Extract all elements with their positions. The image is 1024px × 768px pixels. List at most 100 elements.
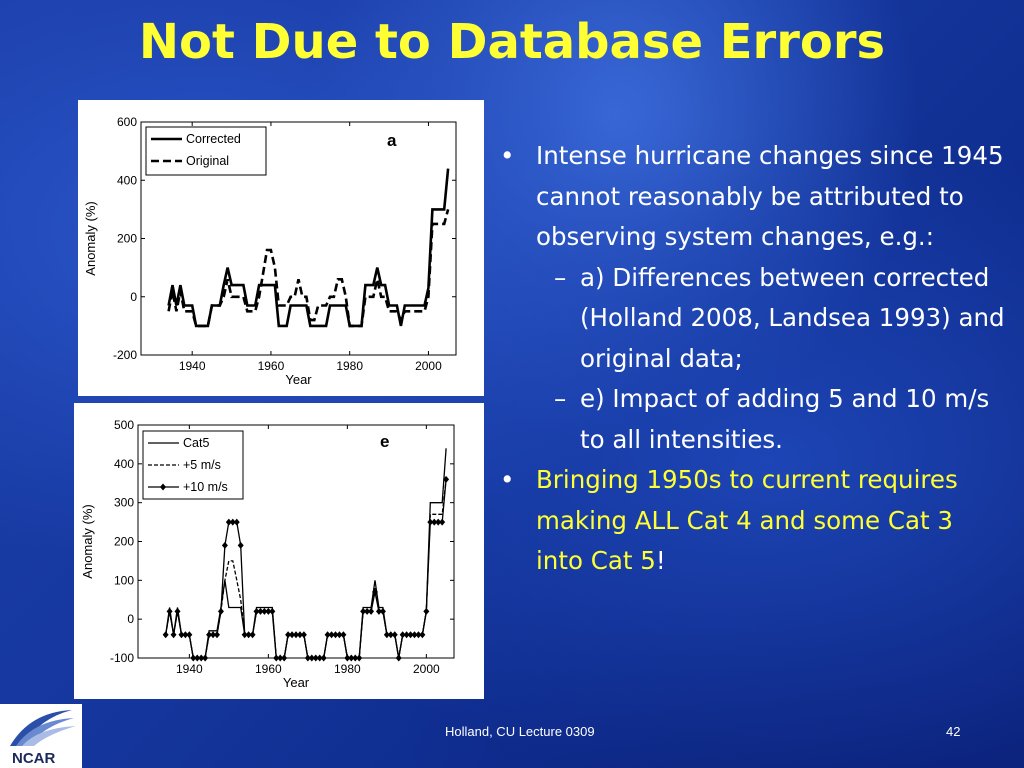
legend-label: Cat5 bbox=[183, 436, 209, 450]
data-point bbox=[423, 607, 430, 615]
data-point bbox=[257, 607, 264, 615]
bullet-text: Intense hurricane changes since 1945 can… bbox=[536, 141, 1004, 251]
series-line bbox=[167, 168, 450, 328]
data-point bbox=[415, 631, 422, 639]
page-number: 42 bbox=[946, 724, 961, 739]
series-line bbox=[167, 209, 450, 328]
y-axis-label: Anomaly (%) bbox=[83, 201, 98, 275]
x-axis-label: Year bbox=[285, 372, 312, 387]
y-tick-label: -200 bbox=[113, 348, 137, 362]
legend-box bbox=[142, 430, 244, 500]
data-point bbox=[435, 518, 442, 526]
y-tick-label: 200 bbox=[114, 535, 134, 549]
data-point bbox=[221, 541, 228, 549]
data-point bbox=[403, 631, 410, 639]
y-tick-label: -100 bbox=[110, 651, 134, 665]
bullet-marker: • bbox=[500, 141, 515, 170]
data-point bbox=[304, 654, 311, 662]
data-point bbox=[269, 607, 276, 615]
bullet-text-highlight: Bringing 1950s to current requires makin… bbox=[536, 465, 958, 575]
bullet-text-tail: ! bbox=[655, 546, 666, 575]
data-point bbox=[387, 631, 394, 639]
sub-bullet-text: e) Impact of adding 5 and 10 m/s to all … bbox=[580, 384, 990, 454]
bullet-list: • Intense hurricane changes since 1945 c… bbox=[496, 136, 1006, 582]
y-tick-label: 400 bbox=[117, 173, 137, 187]
chart-e: -100 0 100 200 300 400 500 1940 1960 1980 2000 Year… bbox=[80, 418, 455, 690]
data-point bbox=[277, 654, 284, 662]
data-point bbox=[225, 518, 232, 526]
ncar-logo-graphic: NCAR bbox=[10, 710, 76, 767]
y-tick-label: 100 bbox=[114, 573, 134, 587]
data-point bbox=[419, 631, 426, 639]
data-point bbox=[182, 631, 189, 639]
data-point bbox=[352, 654, 359, 662]
data-point bbox=[261, 607, 268, 615]
data-point bbox=[202, 654, 209, 662]
data-point bbox=[360, 607, 367, 615]
x-tick-label: 1960 bbox=[255, 662, 282, 676]
data-point bbox=[162, 631, 169, 639]
series-line bbox=[165, 479, 447, 659]
data-point bbox=[273, 654, 280, 662]
data-point bbox=[344, 654, 351, 662]
y-axis-label: Anomaly (%) bbox=[80, 504, 95, 578]
bullet-marker: • bbox=[500, 465, 515, 494]
y-tick-label: 200 bbox=[117, 232, 137, 246]
data-point bbox=[375, 607, 382, 615]
sub-bullet-item: – e) Impact of adding 5 and 10 m/s to al… bbox=[496, 379, 1006, 460]
data-point bbox=[233, 518, 240, 526]
data-point bbox=[348, 654, 355, 662]
legend-marker bbox=[160, 483, 166, 491]
data-point bbox=[431, 518, 438, 526]
bullet-item: • Intense hurricane changes since 1945 c… bbox=[496, 136, 1006, 258]
data-point bbox=[289, 631, 296, 639]
data-point bbox=[368, 607, 375, 615]
bullet-item: • Bringing 1950s to current requires mak… bbox=[496, 460, 1006, 582]
data-point bbox=[383, 631, 390, 639]
x-tick-label: 1980 bbox=[336, 359, 363, 373]
data-point bbox=[391, 631, 398, 639]
logo-text: NCAR bbox=[12, 750, 55, 767]
x-tick-label: 1940 bbox=[179, 359, 206, 373]
data-point bbox=[439, 518, 446, 526]
data-point bbox=[356, 654, 363, 662]
data-point bbox=[320, 654, 327, 662]
y-tick-label: 400 bbox=[114, 457, 134, 471]
data-point bbox=[328, 631, 335, 639]
data-point bbox=[379, 607, 386, 615]
sub-bullet-item: – a) Differences between corrected (Holl… bbox=[496, 258, 1006, 380]
legend-label: Original bbox=[186, 154, 229, 168]
data-point bbox=[265, 607, 272, 615]
y-tick-label: 0 bbox=[130, 290, 137, 304]
legend-label: +5 m/s bbox=[183, 458, 221, 472]
legend-label: +10 m/s bbox=[183, 480, 228, 494]
data-point bbox=[214, 631, 220, 639]
data-point bbox=[170, 631, 177, 639]
data-point bbox=[166, 607, 173, 615]
data-point bbox=[399, 631, 406, 639]
slide-title: Not Due to Database Errors bbox=[138, 14, 886, 70]
data-point bbox=[332, 631, 339, 639]
data-point bbox=[281, 654, 288, 662]
data-point bbox=[237, 541, 244, 549]
y-tick-label: 300 bbox=[114, 496, 134, 510]
data-point bbox=[340, 631, 347, 639]
data-point bbox=[324, 631, 331, 639]
data-point bbox=[316, 654, 323, 662]
y-tick-label: 600 bbox=[117, 115, 137, 129]
panel-label: a bbox=[387, 131, 397, 150]
sub-bullet-marker: – bbox=[554, 262, 567, 292]
data-point bbox=[174, 607, 181, 615]
x-tick-label: 1940 bbox=[176, 662, 203, 676]
data-point bbox=[312, 654, 319, 662]
y-tick-label: 500 bbox=[114, 418, 134, 432]
data-point bbox=[411, 631, 418, 639]
series-line bbox=[165, 479, 447, 659]
x-tick-label: 1960 bbox=[258, 359, 285, 373]
data-point bbox=[395, 654, 402, 662]
data-point bbox=[190, 654, 197, 662]
x-tick-label: 2000 bbox=[415, 359, 442, 373]
x-tick-label: 1980 bbox=[334, 662, 361, 676]
data-point bbox=[178, 631, 185, 639]
sub-bullet-text: a) Differences between corrected (Hollan… bbox=[580, 262, 1005, 373]
